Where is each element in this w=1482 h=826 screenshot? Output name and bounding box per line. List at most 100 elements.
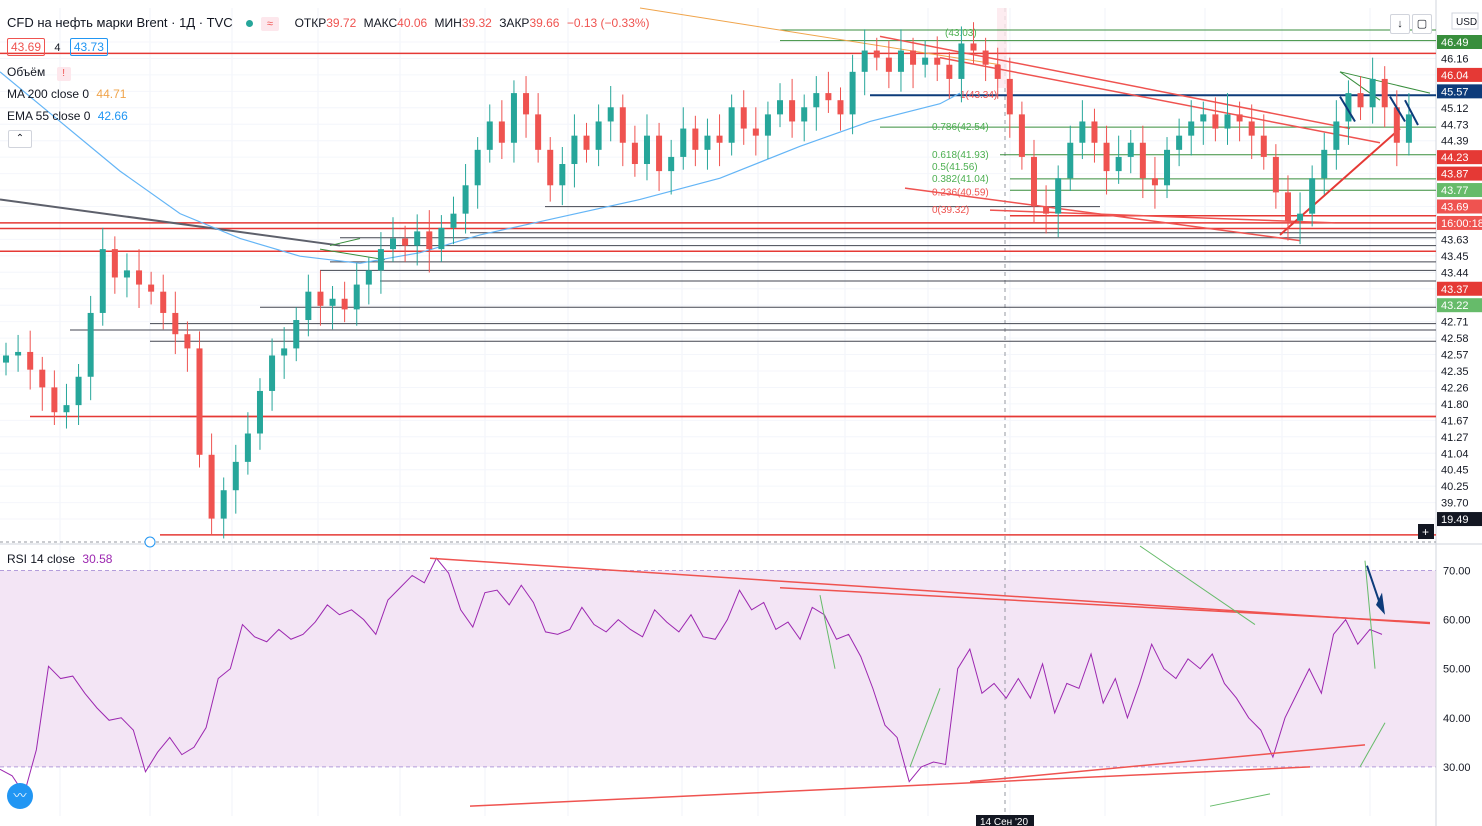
candle <box>825 71 832 113</box>
price-axis-label: 40.45 <box>1441 465 1469 477</box>
candle <box>462 164 469 234</box>
price-axis-label: 46.16 <box>1441 53 1469 65</box>
rsi-line <box>0 557 1383 796</box>
symbol-title[interactable]: CFD на нефть марки Brent · 1Д · TVC <box>7 15 233 30</box>
candle-body <box>728 107 735 143</box>
rsi-value: 30.58 <box>82 552 113 566</box>
candle <box>583 122 590 163</box>
candle-body <box>1309 178 1316 214</box>
ema-legend[interactable]: EMA 55 close 0 42.66 <box>7 109 128 123</box>
candle-body <box>970 43 977 51</box>
candle-body <box>873 50 880 58</box>
candle <box>1345 80 1352 145</box>
candle <box>1188 100 1195 156</box>
price-axis-badge-label: 44.23 <box>1441 152 1469 164</box>
candle-body <box>752 128 759 136</box>
rsi-trend-line <box>909 688 941 768</box>
candle <box>63 383 70 429</box>
rsi-trend-line <box>1364 560 1376 669</box>
candle-body <box>27 351 34 370</box>
tradingview-logo-icon[interactable]: 〰 <box>7 783 33 809</box>
candle <box>535 93 542 163</box>
candle-body <box>1224 114 1231 129</box>
spread-value: 4 <box>54 42 61 54</box>
candle <box>99 227 106 326</box>
rsi-trend-line <box>429 557 1431 625</box>
price-axis-label: 42.35 <box>1441 366 1469 378</box>
price-axis-badge-label: 43.22 <box>1441 300 1469 312</box>
candle <box>1079 100 1086 160</box>
add-price-button[interactable] <box>1418 524 1434 539</box>
ema-value: 42.66 <box>97 109 128 123</box>
volume-legend[interactable]: Объём ! <box>7 65 71 81</box>
maximize-button[interactable]: ▢ <box>1412 14 1432 34</box>
candle-body <box>353 284 360 310</box>
fibonacci-level-label: (43.03) <box>945 28 977 39</box>
ma-legend[interactable]: MA 200 close 0 44.71 <box>7 87 126 101</box>
price-axis-badge-label: 43.77 <box>1441 185 1469 197</box>
rsi-trend-line <box>969 744 1366 783</box>
candle-body <box>220 490 227 519</box>
candle <box>523 76 530 138</box>
candle <box>1260 114 1267 170</box>
candle <box>87 295 94 401</box>
candle-body <box>377 249 384 271</box>
candle-body <box>402 238 409 246</box>
rsi-label: RSI 14 close <box>7 552 76 566</box>
candle <box>897 29 904 92</box>
rsi-trend-line <box>469 766 1311 807</box>
navy-arrow <box>1389 96 1406 122</box>
rsi-legend[interactable]: RSI 14 close 30.58 <box>7 552 112 566</box>
candle-body <box>244 433 251 462</box>
wave-icon[interactable]: ≈ <box>260 16 279 31</box>
candle <box>946 51 953 99</box>
ask-button[interactable]: 43.73 <box>69 38 108 56</box>
candle-body <box>1284 192 1291 221</box>
candle <box>1357 76 1364 121</box>
candle <box>15 334 22 372</box>
candle-body <box>1381 78 1388 108</box>
price-axis-badge-label: 19.49 <box>1441 514 1469 526</box>
candle <box>1030 139 1037 223</box>
candle <box>934 36 941 82</box>
collapse-legend-button[interactable]: ⌃ <box>8 130 32 148</box>
candle-body <box>740 107 747 129</box>
candle-body <box>946 64 953 79</box>
currency-button[interactable] <box>1451 12 1479 30</box>
candle-body <box>136 270 143 285</box>
candle <box>160 274 167 330</box>
scroll-down-button[interactable]: ↓ <box>1390 14 1410 34</box>
candle-body <box>196 348 203 455</box>
candle-body <box>861 50 868 72</box>
candle <box>910 37 917 89</box>
candle-body <box>160 291 167 313</box>
candle-body <box>365 270 372 285</box>
candle <box>1103 125 1110 195</box>
price-axis-label: 43.45 <box>1441 251 1469 263</box>
candle <box>668 139 675 195</box>
candle <box>510 80 517 163</box>
price-axis-badge-label: 43.69 <box>1441 202 1469 214</box>
candle <box>801 94 808 142</box>
candle-body <box>329 298 336 306</box>
candle-body <box>123 270 130 278</box>
fibonacci-level-label: 0.382(41.04) <box>932 174 989 185</box>
candle-body <box>281 348 288 356</box>
bid-button[interactable]: 43.69 <box>7 38 46 56</box>
candle <box>390 217 397 262</box>
candle-body <box>668 156 675 172</box>
price-axis-label: 45.12 <box>1441 103 1469 115</box>
candle-body <box>3 355 9 363</box>
warning-icon[interactable]: ! <box>56 67 71 81</box>
price-axis-badge <box>1437 35 1482 49</box>
candle <box>728 94 735 156</box>
candle-body <box>450 213 457 228</box>
candle-body <box>837 100 844 115</box>
crosshair-highlight <box>997 8 1007 88</box>
rsi-trend-line <box>1209 793 1271 807</box>
candle <box>1006 57 1013 138</box>
candle <box>281 327 288 379</box>
navy-arrow <box>1404 99 1419 126</box>
candle-body <box>559 164 566 186</box>
